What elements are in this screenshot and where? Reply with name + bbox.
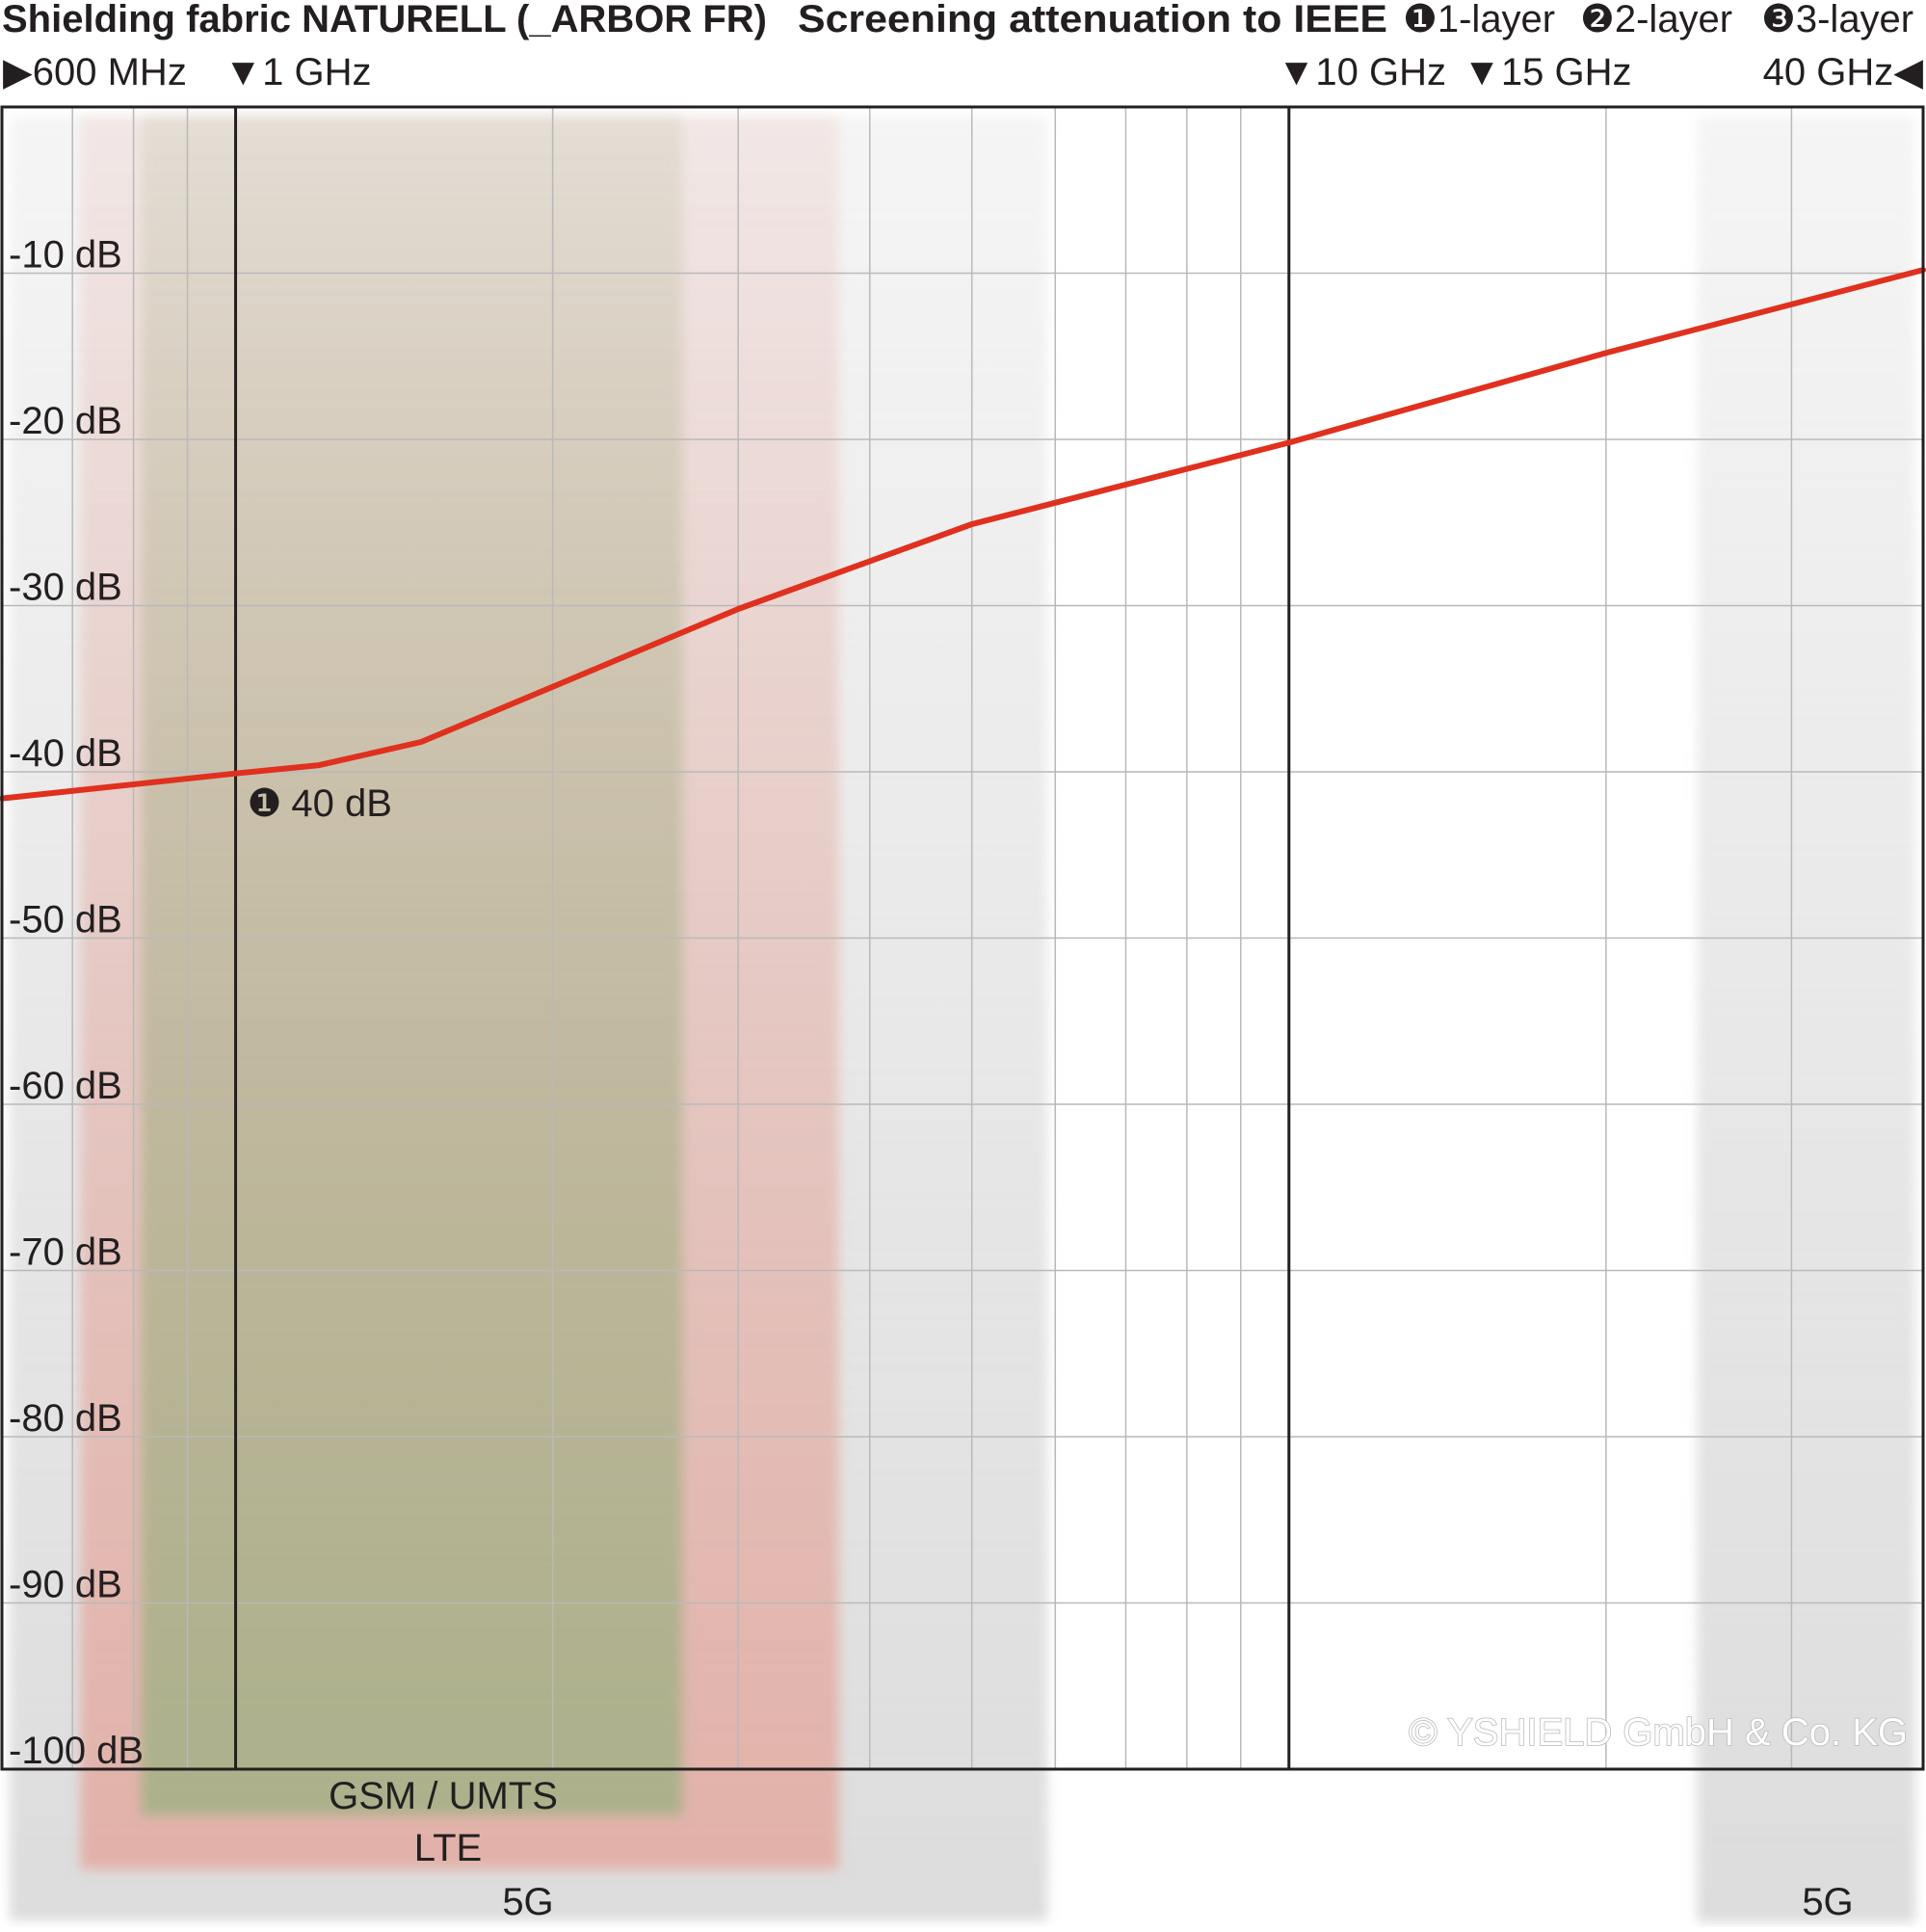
x-tick-label-2: ▼1 GHz (224, 51, 372, 93)
legend-marker-3: ❸ (1761, 0, 1796, 40)
y-tick-label: -70 dB (9, 1231, 122, 1274)
legend-item-1: ❶1-layer (1403, 0, 1555, 40)
band-label-5g-left: 5G (502, 1881, 553, 1923)
legend: ❶1-layer ❷2-layer ❸3-layer (1403, 0, 1913, 40)
series-point (318, 764, 320, 766)
legend-label-3: 3-layer (1796, 0, 1913, 40)
band-label-5g-right: 5G (1802, 1881, 1853, 1923)
series-point (420, 741, 422, 743)
legend-marker-2: ❷ (1580, 0, 1615, 40)
x-tick-label-3: ▼10 GHz (1278, 51, 1446, 93)
y-tick-label: -50 dB (9, 899, 122, 941)
chart-title: Shielding fabric NATURELL (_ARBOR FR) (2, 0, 767, 40)
series-point (1288, 441, 1290, 443)
band-labels: GSM / UMTS LTE 5G 5G (329, 1775, 1854, 1923)
frequency-bands (10, 116, 1915, 1922)
legend-label-2: 2-layer (1615, 0, 1732, 40)
band-label-gsm-umts: GSM / UMTS (329, 1775, 558, 1817)
band-label-lte: LTE (414, 1827, 482, 1869)
x-tick-label-1: ▶600 MHz (3, 51, 187, 93)
y-axis-ticks: -10 dB -20 dB -30 dB -40 dB -50 dB -60 dB -70 … (9, 234, 144, 1773)
y-tick-label: -60 dB (9, 1065, 122, 1107)
x-tick-label-5: 40 GHz◀ (1763, 51, 1924, 93)
y-tick-label: -40 dB (9, 732, 122, 775)
y-tick-label: -100 dB (9, 1730, 144, 1772)
series-point (737, 608, 739, 610)
legend-item-3: ❸3-layer (1761, 0, 1913, 40)
grid-lines (2, 107, 1923, 1769)
y-tick-label: -20 dB (9, 400, 122, 442)
series-point (235, 773, 237, 775)
series-point (1605, 352, 1607, 354)
series-point (971, 523, 973, 525)
y-tick-label: -30 dB (9, 567, 122, 609)
annotations: ❶ 40 dB (248, 782, 392, 825)
x-tick-label-4: ▼15 GHz (1463, 51, 1631, 93)
legend-marker-1: ❶ (1403, 0, 1438, 40)
watermark: © YSHIELD GmbH & Co. KG (1409, 1711, 1908, 1754)
y-tick-label: -90 dB (9, 1564, 122, 1606)
annotation-marker: ❶ (248, 782, 282, 825)
annotation-1: ❶ 40 dB (248, 782, 392, 825)
band-5g-right (1697, 116, 1915, 1922)
chart-subtitle: Screening attenuation to IEEE (798, 0, 1387, 40)
y-tick-label: -10 dB (9, 234, 122, 277)
plot-frame (0, 105, 1925, 1771)
legend-label-1: 1-layer (1438, 0, 1555, 40)
band-gsm-umts (141, 116, 683, 1815)
y-tick-label: -80 dB (9, 1397, 122, 1440)
frequency-markers: ▶600 MHz ▼1 GHz ▼10 GHz ▼15 GHz 40 GHz◀ (3, 51, 1923, 1769)
legend-item-2: ❷2-layer (1580, 0, 1732, 40)
annotation-text: 40 dB (291, 782, 392, 825)
